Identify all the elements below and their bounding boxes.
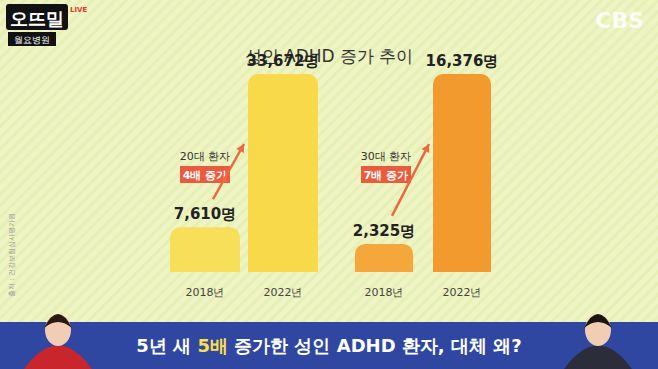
data-label: 7,610명 (174, 205, 236, 223)
caption: 5년 새 5배 증가한 성인 ADHD 환자, 대체 왜? (136, 335, 521, 356)
presenter (24, 314, 92, 369)
source: 출처 : 건강보험심사평가원 (8, 213, 16, 297)
group-title: 20대 환자 (180, 150, 231, 163)
annotation: 7배 증가 (364, 169, 408, 182)
bar-chart: 2,325명 2018년 16,376명 2022년 30대 환자 7배 증가 (353, 52, 499, 299)
data-label: 33,672명 (247, 52, 320, 70)
canvas: 오뜨밀LIVE월요병원CBS성인 ADHD 증가 추이출처 : 건강보험심사평가… (0, 0, 658, 369)
background (0, 0, 658, 369)
bar (355, 244, 413, 272)
program-box (8, 32, 56, 46)
caption-text: 5년 새 (136, 335, 197, 356)
bar (248, 74, 318, 272)
bar-chart: 7,610명 2018년 33,672명 2022년 20대 환자 4배 증가 (170, 52, 319, 299)
category-label: 2018년 (186, 286, 225, 299)
live-badge: LIVE (70, 6, 87, 14)
bars (170, 74, 318, 272)
data-label: 16,376명 (426, 52, 499, 70)
program: 월요병원 (14, 35, 50, 45)
presenter (564, 314, 632, 369)
arrow-head (422, 144, 430, 153)
channel: CBS (595, 8, 644, 33)
arrow (213, 144, 244, 199)
category-label: 2018년 (365, 286, 404, 299)
logo: 오뜨밀 (10, 8, 64, 29)
category-label: 2022년 (264, 286, 303, 299)
caption-banner (0, 322, 658, 369)
bar (433, 74, 491, 272)
caption-highlight: 5배 (197, 335, 228, 356)
bar (170, 227, 240, 272)
arrow-head (236, 144, 244, 153)
annotation-box (361, 166, 411, 183)
group-title: 30대 환자 (361, 150, 412, 163)
data-label: 2,325명 (353, 222, 415, 240)
caption-text: 증가한 성인 ADHD 환자, 대체 왜? (228, 335, 522, 356)
arrow (392, 144, 429, 216)
bars (355, 74, 491, 272)
logo-box (6, 4, 68, 30)
annotation: 4배 증가 (183, 169, 227, 182)
category-label: 2022년 (443, 286, 482, 299)
